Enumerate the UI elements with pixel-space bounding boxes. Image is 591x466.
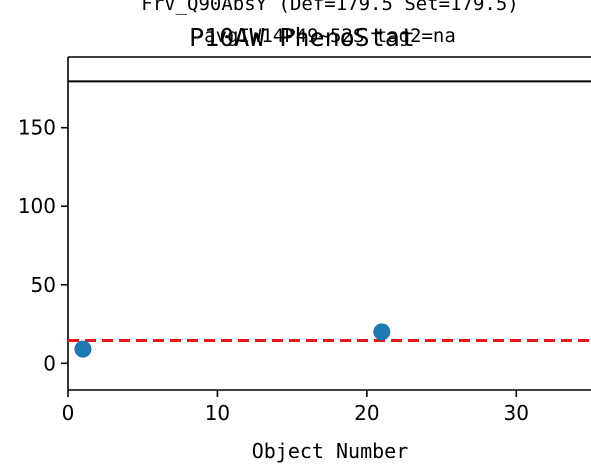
x-tick-label: 10 bbox=[205, 401, 230, 425]
x-axis-title: Object Number bbox=[252, 439, 409, 463]
y-tick-label: 0 bbox=[43, 351, 56, 375]
x-tick-label: 20 bbox=[354, 401, 379, 425]
y-axis-ticks: 0 50 100 150 bbox=[18, 116, 68, 375]
chart-title-main: P10AW PhenoStat bbox=[189, 23, 415, 52]
x-axis-ticks: 0 10 20 30 bbox=[62, 390, 529, 425]
data-point-0 bbox=[74, 340, 92, 358]
x-tick-label: 0 bbox=[62, 401, 75, 425]
y-tick-label: 100 bbox=[18, 194, 56, 218]
y-tick-label: 150 bbox=[18, 116, 56, 140]
reference-lines bbox=[68, 80, 591, 343]
data-points bbox=[74, 323, 391, 358]
chart-title-top: FrV_Q90AbsY (Def=179.5 Set=179.5) bbox=[141, 0, 519, 15]
plot-frame bbox=[67, 56, 591, 391]
x-tick-label: 30 bbox=[504, 401, 529, 425]
chart-title-sub: avgIW14P49~52S tag2=na bbox=[204, 25, 456, 47]
data-point-1 bbox=[373, 323, 391, 341]
y-tick-label: 50 bbox=[31, 273, 56, 297]
